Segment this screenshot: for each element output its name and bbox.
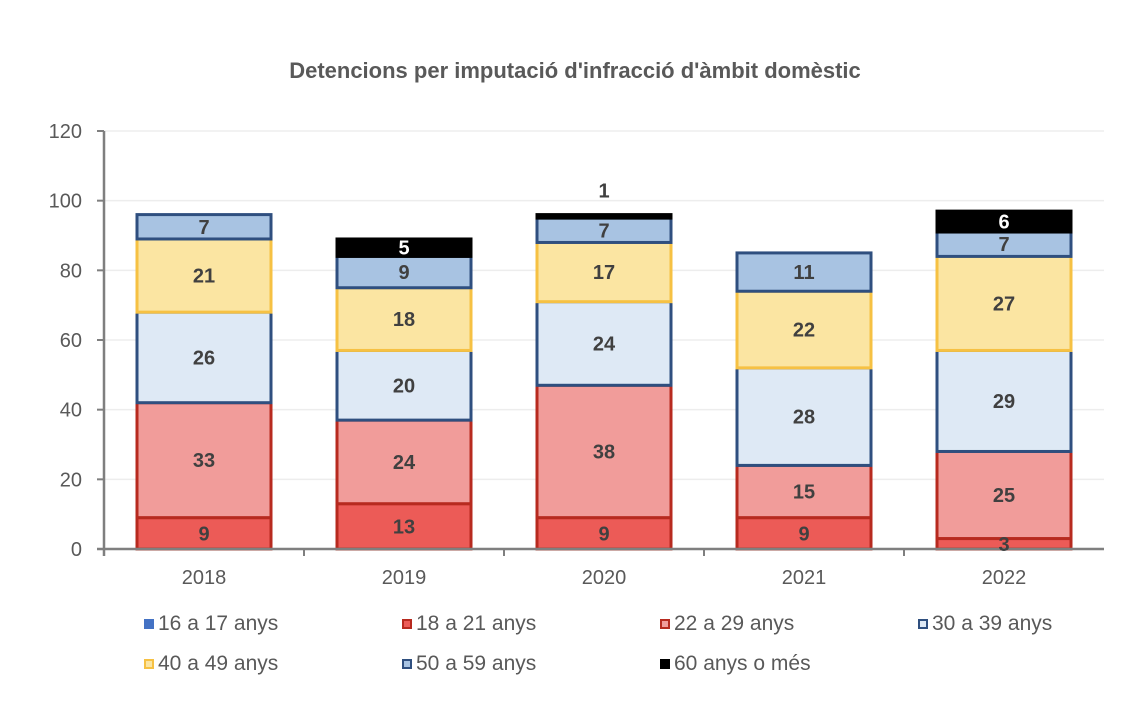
bar-segment (735, 366, 873, 467)
data-label: 20 (393, 375, 415, 397)
y-tick-label: 20 (60, 469, 82, 491)
data-label: 26 (193, 347, 215, 369)
data-label: 24 (393, 452, 416, 474)
legend-item-22-29: 22 a 29 anys (660, 612, 794, 636)
y-tick-label: 0 (71, 539, 82, 561)
data-label: 21 (193, 266, 215, 288)
data-label: 18 (393, 309, 415, 331)
bar-segment (535, 240, 673, 304)
data-label: 9 (398, 262, 409, 284)
legend-label: 50 a 59 anys (416, 652, 537, 675)
data-labels: 9332621713242018959382417719152822113252… (193, 181, 1015, 556)
data-label: 24 (593, 333, 616, 355)
legend-item-60-plus: 60 anys o més (660, 652, 811, 676)
y-tick-label: 60 (60, 330, 82, 352)
legend-item-50-59: 50 a 59 anys (402, 652, 536, 676)
data-label: 29 (993, 391, 1015, 413)
data-label: 9 (598, 523, 609, 545)
legend-label: 40 a 49 anys (158, 652, 279, 675)
legend-swatch (918, 619, 928, 629)
data-label: 28 (793, 407, 815, 429)
data-label: 22 (793, 320, 815, 342)
y-tick-label: 100 (49, 191, 82, 213)
legend-label: 22 a 29 anys (674, 612, 795, 635)
data-label: 38 (593, 441, 615, 463)
bar-segment (735, 463, 873, 520)
legend-label: 16 a 17 anys (158, 612, 279, 635)
data-label: 13 (393, 516, 415, 538)
x-tick-label: 2018 (182, 567, 227, 589)
data-label: 11 (793, 262, 814, 284)
bar-segment (535, 216, 673, 244)
bar-segment (935, 449, 1073, 541)
bar-segment (135, 213, 273, 241)
data-label: 6 (998, 212, 1009, 234)
x-tick-label: 2022 (982, 567, 1027, 589)
data-label: 33 (193, 450, 215, 472)
bar-segment (735, 251, 873, 293)
data-label: 7 (598, 220, 609, 242)
x-tick-label: 2019 (382, 567, 427, 589)
x-tick-label: 2021 (782, 567, 827, 589)
legend-item-30-39: 30 a 39 anys (918, 612, 1052, 636)
data-label: 15 (793, 482, 815, 504)
legend-swatch (660, 619, 670, 629)
legend-swatch (402, 619, 412, 629)
bar-segment (535, 300, 673, 387)
data-label: 7 (998, 234, 1009, 256)
bar-segment (935, 209, 1073, 234)
legend-label: 60 anys o més (674, 652, 811, 675)
bar-segment (335, 348, 473, 422)
y-tick-label: 40 (60, 400, 82, 422)
legend-swatch (144, 659, 154, 669)
bar-segment (935, 348, 1073, 453)
bar-segment (535, 383, 673, 520)
legend-swatch (144, 619, 154, 629)
x-tick-label: 2020 (582, 567, 627, 589)
legend-item-18-21: 18 a 21 anys (402, 612, 536, 636)
legend-label: 30 a 39 anys (932, 612, 1053, 635)
bar-segment (135, 237, 273, 314)
chart-title: Detencions per imputació d'infracció d'à… (289, 58, 861, 83)
legend-item-40-49: 40 a 49 anys (144, 652, 278, 676)
data-label: 25 (993, 485, 1015, 507)
data-label: 3 (998, 534, 1009, 556)
data-label: 27 (993, 293, 1015, 315)
legend-item-16-17: 16 a 17 anys (144, 612, 278, 636)
data-label: 1 (598, 181, 609, 203)
legend-swatch (660, 659, 670, 669)
data-label: 7 (198, 217, 209, 239)
bar-segment (335, 237, 473, 258)
bar-segment (535, 213, 673, 220)
legend-swatch (402, 659, 412, 669)
bar-segment (335, 286, 473, 352)
data-label: 17 (593, 262, 615, 284)
y-tick-label: 120 (49, 121, 82, 143)
data-label: 5 (398, 238, 409, 260)
bar-segment (135, 401, 273, 520)
data-label: 9 (798, 523, 809, 545)
y-tick-label: 80 (60, 260, 82, 282)
data-label: 9 (198, 523, 209, 545)
legend-label: 18 a 21 anys (416, 612, 537, 635)
bars (135, 209, 1073, 551)
